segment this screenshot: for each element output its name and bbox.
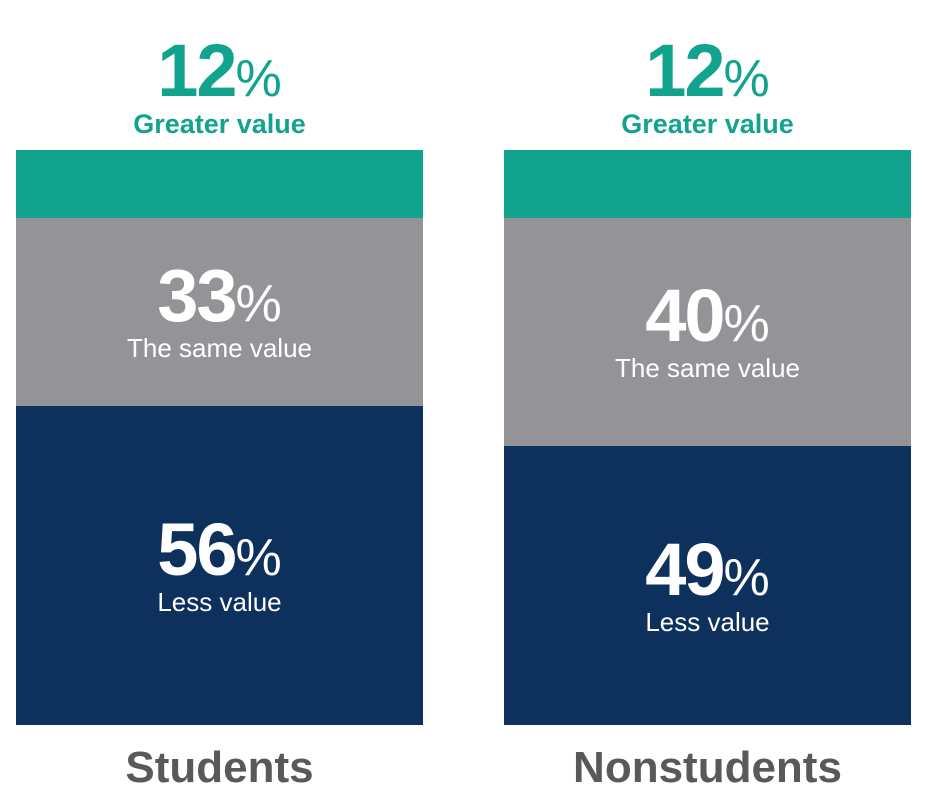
segment-name: The same value: [127, 333, 312, 363]
value-label: 12%: [16, 34, 423, 109]
value-suffix: %: [235, 529, 282, 587]
segment-data-label: 33% The same value: [16, 258, 423, 363]
segment-data-label: 56% Less value: [16, 512, 423, 617]
value-suffix: %: [235, 50, 282, 108]
category-label: Students: [125, 743, 314, 792]
segment-name: Less value: [157, 587, 282, 617]
value-number: 56: [157, 508, 237, 591]
value-label: 49%: [504, 532, 911, 608]
bar-segment-greater-value: [16, 150, 423, 218]
category-label: Nonstudents: [573, 743, 842, 792]
value-label: 40%: [504, 278, 911, 354]
value-number: 40: [645, 274, 725, 357]
bar-segment-the-same-value: 33% The same value: [16, 218, 423, 406]
segment-name: The same value: [615, 353, 800, 383]
bar-segment-greater-value: [504, 150, 911, 218]
bar-segment-the-same-value: 40% The same value: [504, 218, 911, 446]
value-number: 33: [157, 254, 237, 337]
bar-segment-less-value: 56% Less value: [16, 406, 423, 725]
value-number: 12: [157, 29, 237, 112]
segment-data-label: 40% The same value: [504, 278, 911, 383]
bar-segment-less-value: 49% Less value: [504, 446, 911, 725]
value-suffix: %: [235, 275, 282, 333]
bar-column-nonstudents: 40% The same value 49% Less value: [504, 150, 911, 725]
value-number: 12: [645, 29, 725, 112]
segment-data-label: 49% Less value: [504, 532, 911, 637]
value-label: 33%: [16, 258, 423, 334]
bar-column-students: 33% The same value 56% Less value: [16, 150, 423, 725]
segment-name: Greater value: [621, 109, 794, 139]
value-suffix: %: [723, 50, 770, 108]
segment-name: Less value: [645, 607, 770, 637]
segment-name: Greater value: [133, 109, 306, 139]
value-suffix: %: [723, 295, 770, 353]
top-data-label: 12% Greater value: [504, 34, 911, 140]
value-suffix: %: [723, 549, 770, 607]
top-data-label: 12% Greater value: [16, 34, 423, 140]
value-label: 12%: [504, 34, 911, 109]
value-label: 56%: [16, 512, 423, 588]
value-number: 49: [645, 528, 725, 611]
